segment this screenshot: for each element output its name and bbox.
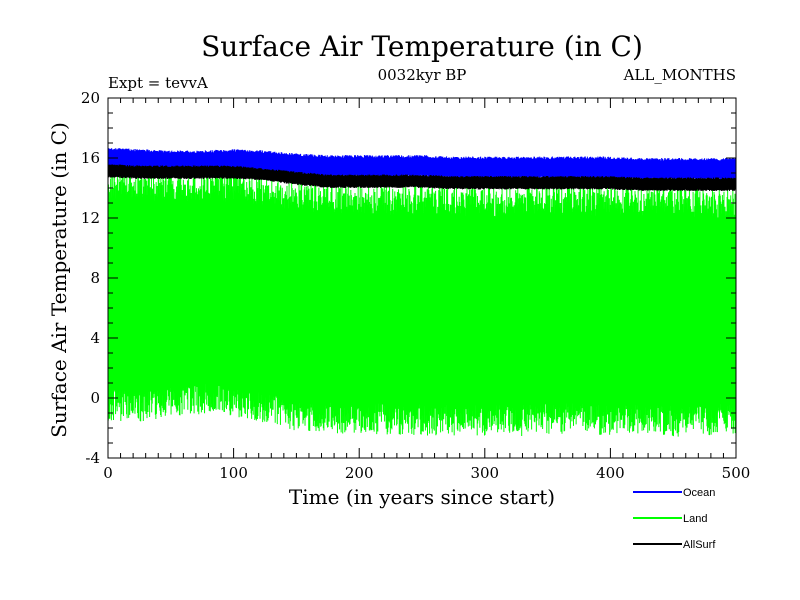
plot-area <box>107 148 737 437</box>
y-tick-label: -4 <box>85 449 100 467</box>
y-tick-label: 0 <box>90 389 100 407</box>
x-tick-label: 400 <box>596 464 625 482</box>
y-tick-label: 20 <box>81 89 100 107</box>
legend: Ocean Land AllSurf <box>633 487 716 551</box>
x-axis-label: Time (in years since start) <box>289 485 555 509</box>
x-tick-label: 500 <box>722 464 751 482</box>
x-tick-label: 200 <box>345 464 374 482</box>
series-land-line <box>107 169 737 437</box>
months-label: ALL_MONTHS <box>623 66 736 84</box>
chart-title: Surface Air Temperature (in C) <box>201 30 643 63</box>
y-tick-label: 16 <box>81 149 100 167</box>
x-tick-label: 100 <box>219 464 248 482</box>
y-tick-label: 8 <box>90 269 100 287</box>
x-tick-label: 300 <box>470 464 499 482</box>
x-tick-label: 0 <box>103 464 113 482</box>
y-tick-label: 12 <box>81 209 100 227</box>
y-tick-label: 4 <box>90 329 100 347</box>
y-axis-label: Surface Air Temperature (in C) <box>47 122 71 438</box>
legend-label-land: Land <box>683 513 707 525</box>
legend-label-ocean: Ocean <box>683 487 715 499</box>
experiment-label: Expt = tevvA <box>108 74 208 92</box>
legend-label-allsurf: AllSurf <box>683 539 716 551</box>
period-label: 0032kyr BP <box>378 66 467 84</box>
series-ocean-line <box>107 148 737 181</box>
series-allsurf-line <box>107 164 737 192</box>
